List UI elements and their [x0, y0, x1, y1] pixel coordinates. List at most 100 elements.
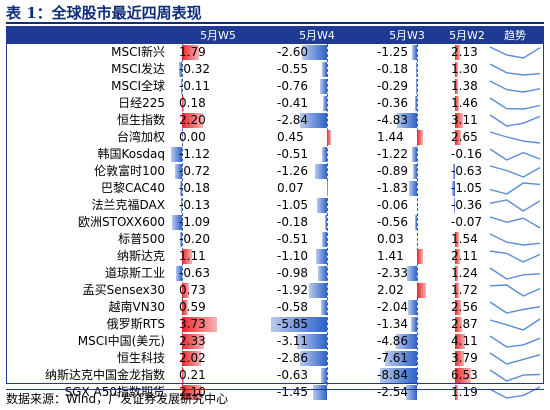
table-row: MSCI全球 -0.11 -0.76 -0.29 1.38 — [7, 78, 543, 95]
index-name: 欧洲STOXX600 — [78, 215, 165, 229]
value-bar — [455, 130, 462, 145]
trend-sparkline — [489, 335, 541, 348]
value-label: -1.05 — [277, 198, 309, 212]
value-label: 2.13 — [451, 45, 478, 59]
zero-axis — [327, 44, 328, 385]
value-bar — [455, 351, 465, 366]
value-cell: 1.46 — [447, 95, 485, 112]
value-bar — [453, 164, 455, 179]
value-label: -0.63 — [451, 164, 483, 178]
value-bar — [455, 79, 459, 94]
value-cell: -0.11 — [169, 78, 267, 95]
value-label: -0.20 — [179, 232, 211, 246]
value-cell: 2.56 — [447, 299, 485, 316]
value-bar — [182, 334, 204, 349]
value-bar — [322, 147, 327, 162]
value-cell: 1.24 — [447, 265, 485, 282]
value-cell: -2.54 — [367, 384, 447, 401]
value-cell: -0.76 — [267, 78, 367, 95]
trend-sparkline — [489, 216, 541, 229]
value-cell: -2.04 — [367, 299, 447, 316]
value-cell: 0.00 — [169, 129, 267, 146]
value-bar — [321, 62, 327, 77]
value-bar — [322, 232, 327, 247]
value-label: -1.34 — [377, 317, 409, 331]
value-cell: -3.11 — [267, 333, 367, 350]
value-label: 0.00 — [179, 130, 206, 144]
value-cell: 2.11 — [447, 248, 485, 265]
value-bar — [417, 249, 423, 264]
table-row: 道琼斯工业 -0.63 -0.98 -2.33 1.24 — [7, 265, 543, 282]
table-row: 恒生科技 2.02 -2.86 -7.61 3.79 — [7, 350, 543, 367]
value-label: -0.36 — [377, 96, 409, 110]
value-bar — [415, 96, 417, 111]
value-label: -2.33 — [377, 266, 409, 280]
value-cell: 3.11 — [447, 112, 485, 129]
sparkline-path — [489, 318, 541, 331]
value-label: -4.83 — [377, 113, 409, 127]
table-row: 巴黎CAC40 -0.18 0.07 -1.83 -1.05 — [7, 180, 543, 197]
table-title: 表 1：全球股市最近四周表现 — [6, 2, 544, 24]
header-w3: 5月W3 — [389, 29, 425, 42]
table-row: 韩国Kosdaq -1.12 -0.51 -1.22 -0.16 — [7, 146, 543, 163]
value-label: 1.72 — [451, 283, 478, 297]
value-label: -0.58 — [277, 300, 309, 314]
value-bar — [317, 266, 327, 281]
value-bar — [407, 266, 417, 281]
value-cell: 0.45 — [267, 129, 367, 146]
value-bar — [323, 96, 327, 111]
value-label: -0.98 — [277, 266, 309, 280]
value-bar — [411, 317, 417, 332]
value-label: 0.45 — [277, 130, 304, 144]
value-label: -0.41 — [277, 96, 309, 110]
table-header: 5月W5 5月W4 5月W3 5月W2 趋势 — [7, 28, 543, 44]
value-label: -1.83 — [377, 181, 409, 195]
value-cell: -0.56 — [367, 214, 447, 231]
value-label: 1.38 — [451, 79, 478, 93]
value-cell: -1.45 — [267, 384, 367, 401]
index-name: MSCI发达 — [111, 62, 165, 76]
value-bar — [319, 79, 327, 94]
value-bar — [180, 232, 182, 247]
trend-sparkline — [489, 97, 541, 110]
index-name: MSCI新兴 — [111, 45, 165, 59]
index-name: 法兰克福DAX — [91, 198, 165, 212]
value-label: 0.59 — [179, 300, 206, 314]
value-label: -0.72 — [179, 164, 211, 178]
value-bar — [180, 181, 182, 196]
value-cell: -0.36 — [447, 197, 485, 214]
index-name: 韩国Kosdaq — [97, 147, 165, 161]
table-row: MSCI发达 -0.32 -0.55 -0.18 1.30 — [7, 61, 543, 78]
value-cell: 2.02 — [169, 350, 267, 367]
value-cell: -2.84 — [267, 112, 367, 129]
value-bar — [180, 198, 182, 213]
header-trend: 趋势 — [504, 29, 526, 42]
value-label: 1.41 — [377, 249, 404, 263]
value-cell: -0.63 — [447, 163, 485, 180]
value-bar — [182, 45, 199, 60]
sparkline-path — [489, 165, 541, 178]
index-name: 伦敦富时100 — [94, 164, 165, 178]
trend-sparkline — [489, 284, 541, 297]
table-row: 法兰克福DAX -0.13 -1.05 -0.06 -0.36 — [7, 197, 543, 214]
value-cell: -0.41 — [267, 95, 367, 112]
value-cell: -2.86 — [267, 350, 367, 367]
value-bar — [455, 334, 465, 349]
value-cell: -2.33 — [367, 265, 447, 282]
index-name: 越南VN30 — [108, 300, 165, 314]
value-bar — [182, 113, 203, 128]
sparkline-path — [489, 386, 541, 399]
value-bar — [316, 198, 327, 213]
value-bar — [409, 181, 417, 196]
value-cell: -1.05 — [447, 180, 485, 197]
value-bar — [455, 368, 471, 383]
value-cell: -4.83 — [367, 112, 447, 129]
index-name: MSCI全球 — [111, 79, 165, 93]
value-label: 4.11 — [451, 334, 478, 348]
trend-sparkline — [489, 267, 541, 280]
value-bar — [417, 283, 426, 298]
value-label: 2.87 — [451, 317, 478, 331]
value-bar — [416, 62, 417, 77]
index-name: 标普500 — [118, 232, 165, 246]
value-bar — [182, 368, 184, 383]
